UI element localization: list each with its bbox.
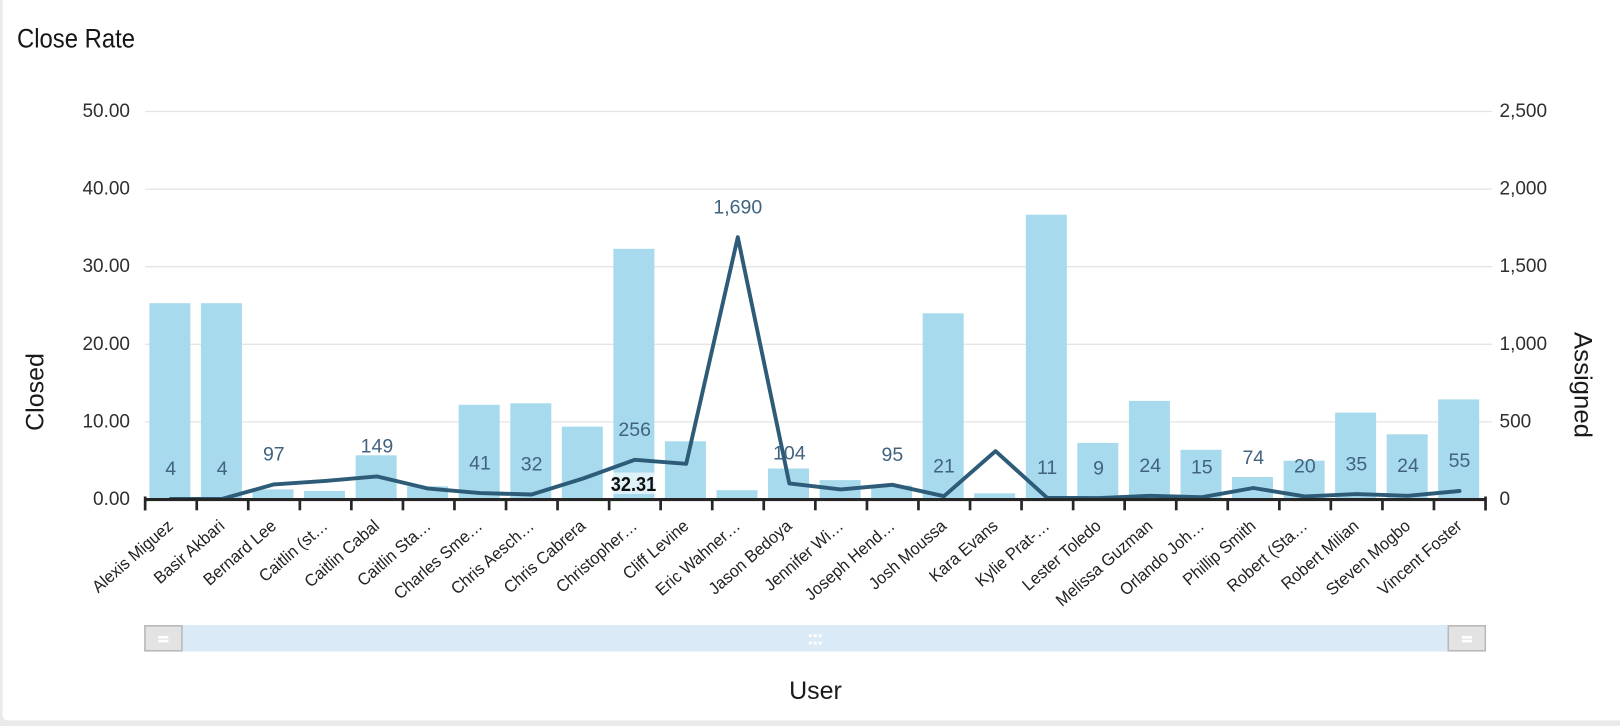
svg-text:User: User	[789, 677, 842, 705]
svg-text:4: 4	[217, 458, 228, 480]
svg-text:41: 41	[469, 452, 491, 474]
svg-text:104: 104	[773, 443, 806, 465]
svg-text:Close Rate: Close Rate	[17, 24, 135, 54]
svg-text:50.00: 50.00	[82, 101, 130, 122]
svg-text:9: 9	[1093, 457, 1104, 479]
svg-text:32: 32	[521, 454, 543, 476]
svg-text:1,690: 1,690	[713, 196, 762, 218]
svg-text:20: 20	[1294, 456, 1316, 478]
svg-text:15: 15	[1191, 456, 1213, 478]
svg-text:1,000: 1,000	[1500, 334, 1548, 355]
svg-text:0.00: 0.00	[93, 489, 130, 510]
svg-text:32.31: 32.31	[611, 474, 657, 496]
svg-text:2,500: 2,500	[1500, 101, 1548, 122]
svg-text:97: 97	[263, 444, 285, 466]
svg-text:1,500: 1,500	[1500, 256, 1548, 277]
svg-text:21: 21	[933, 455, 955, 477]
svg-text:2,000: 2,000	[1500, 179, 1548, 200]
svg-text:40.00: 40.00	[82, 179, 130, 200]
svg-text:20.00: 20.00	[82, 334, 130, 355]
svg-text:30.00: 30.00	[82, 256, 130, 277]
svg-text:256: 256	[618, 419, 651, 441]
svg-text:11: 11	[1037, 457, 1057, 479]
svg-text:Assigned: Assigned	[1569, 332, 1597, 438]
svg-text:74: 74	[1242, 447, 1264, 469]
svg-text:10.00: 10.00	[82, 411, 130, 432]
svg-text:35: 35	[1346, 453, 1368, 475]
svg-text:Closed: Closed	[22, 353, 50, 431]
svg-text:500: 500	[1500, 411, 1532, 432]
svg-text:24: 24	[1139, 455, 1161, 477]
svg-text:4: 4	[165, 458, 176, 480]
svg-text:55: 55	[1449, 450, 1471, 472]
svg-text:0: 0	[1500, 489, 1511, 510]
svg-text:24: 24	[1397, 455, 1419, 477]
svg-text:95: 95	[882, 444, 904, 466]
svg-text:149: 149	[361, 436, 394, 458]
